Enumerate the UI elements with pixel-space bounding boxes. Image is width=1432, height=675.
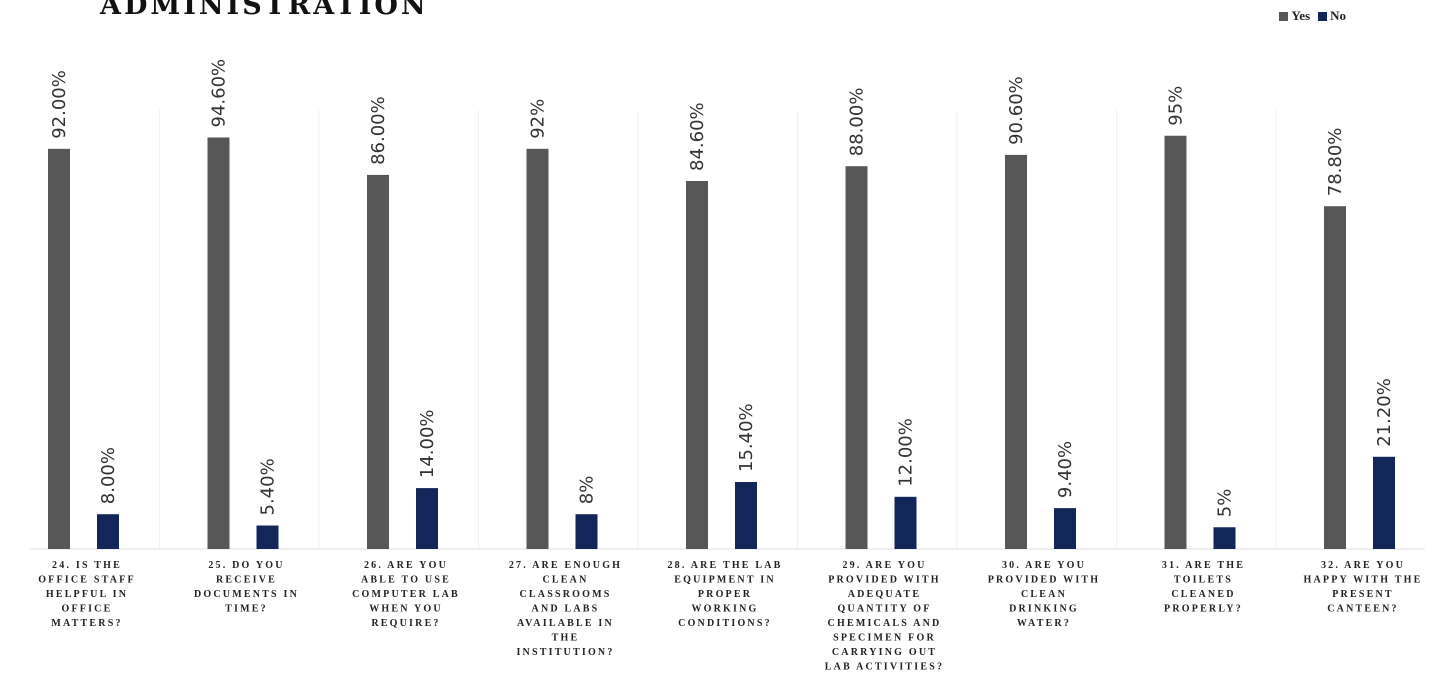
legend-item-no: No [1318,8,1346,24]
bar-no-5 [735,482,757,549]
category-label-2: 25. DO YOU RECEIVE DOCUMENTS IN TIME? [194,560,299,615]
category-label-9: 32. ARE YOU HAPPY WITH THE PRESENT CANTEEN? [1304,560,1423,615]
bar-no-8 [1213,527,1236,549]
data-label-no-8: 5% [1215,489,1236,518]
bar-yes-5 [686,180,708,550]
data-label-yes-2: 94.60% [209,59,230,128]
legend: Yes No [1279,8,1346,24]
data-label-no-9: 21.20% [1374,378,1395,447]
bar-yes-3 [367,174,389,549]
chart-title: ADMINISTRATION [100,0,429,21]
bar-no-6 [894,496,917,549]
category-label-6: 29. ARE YOU PROVIDED WITH ADEQUATE QUANTITY… [825,560,944,673]
data-label-yes-8: 95% [1166,86,1187,126]
data-label-yes-7: 90.60% [1006,76,1027,145]
legend-label-yes: Yes [1291,8,1311,23]
bar-no-3 [416,488,438,549]
category-label-5: 28. ARE THE LAB EQUIPMENT IN PROPER WORKING… [667,560,782,629]
data-label-yes-1: 92.00% [49,70,70,139]
bar-yes-7 [1005,154,1027,549]
bar-no-7 [1054,508,1076,549]
data-label-no-4: 8% [577,476,598,505]
category-label-3: 26. ARE YOU ABLE TO USE COMPUTER LAB WHEN Y… [352,560,460,629]
data-label-yes-3: 86.00% [368,96,389,165]
data-label-no-6: 12.00% [896,418,917,487]
data-label-yes-5: 84.60% [687,102,708,171]
legend-swatch-no [1318,11,1328,21]
data-label-no-3: 14.00% [417,409,438,478]
category-label-8: 31. ARE THE TOILETS CLEANED PROPERLY? [1162,560,1245,615]
data-label-yes-4: 92% [528,99,549,139]
legend-label-no: No [1330,8,1346,23]
bar-yes-6 [845,166,868,549]
data-label-no-2: 5.40% [258,458,279,515]
bar-yes-1 [48,148,70,550]
bar-yes-9 [1324,206,1346,549]
bar-no-1 [97,514,119,549]
legend-item-yes: Yes [1279,8,1310,24]
category-label-4: 27. ARE ENOUGH CLEAN CLASSROOMS AND LABS AVA… [509,560,622,658]
data-label-no-5: 15.40% [736,403,757,472]
category-label-7: 30. ARE YOU PROVIDED WITH CLEAN DRINKING WAT… [988,560,1101,629]
bar-no-2 [256,525,279,549]
data-label-yes-9: 78.80% [1325,128,1346,197]
legend-swatch-yes [1279,11,1289,21]
bar-yes-8 [1164,135,1187,549]
bar-yes-4 [526,148,549,550]
bar-no-4 [575,514,598,549]
bar-yes-2 [207,137,230,550]
category-label-1: 24. IS THE OFFICE STAFF HELPFUL IN OFFICE MA… [38,560,136,629]
data-label-no-7: 9.40% [1055,441,1076,498]
bar-no-9 [1373,456,1395,549]
data-label-yes-6: 88.00% [847,88,868,157]
data-label-no-1: 8.00% [98,447,119,504]
